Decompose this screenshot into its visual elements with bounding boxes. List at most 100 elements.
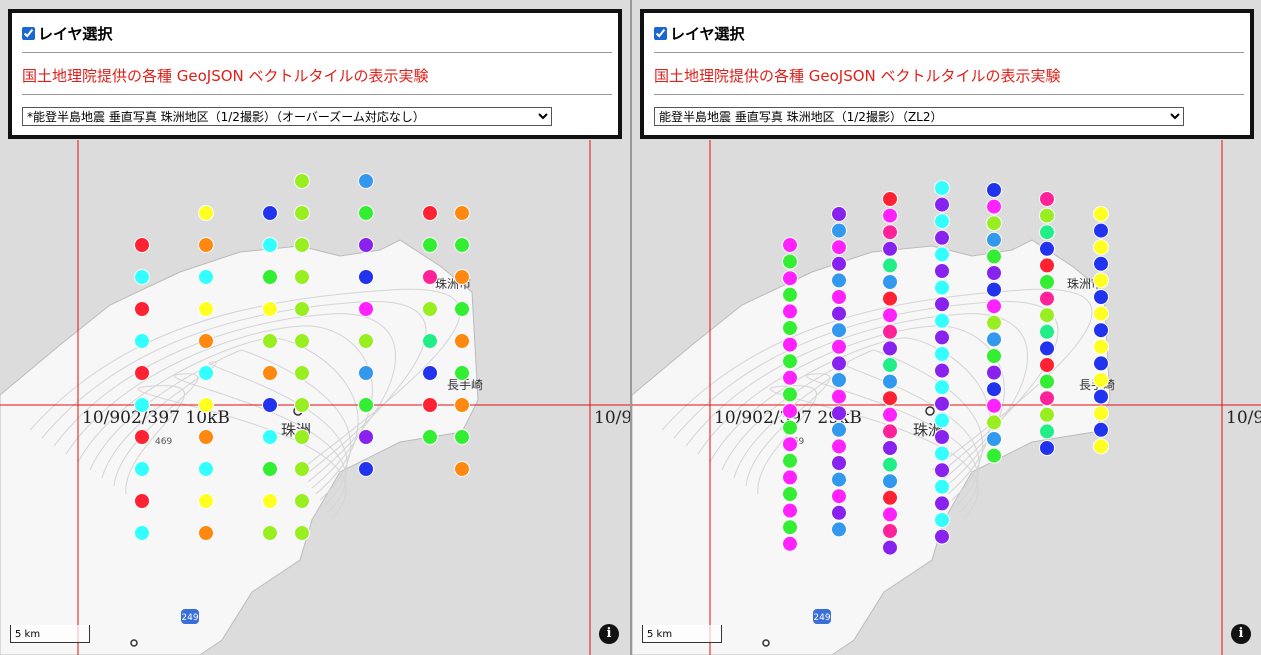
feature-point	[262, 301, 278, 317]
feature-point	[1093, 272, 1109, 289]
feature-point	[1039, 440, 1055, 456]
contour	[661, 288, 1093, 471]
feature-point	[1039, 274, 1055, 290]
feature-point	[1093, 222, 1109, 239]
feature-point	[134, 365, 150, 381]
feature-point	[1039, 240, 1055, 257]
feature-point	[831, 471, 847, 488]
feature-point	[198, 525, 214, 541]
layer-title[interactable]: レイヤ選択	[654, 23, 745, 44]
feature-point	[454, 429, 470, 445]
feature-point	[358, 205, 374, 221]
feature-point	[782, 353, 798, 370]
feature-point	[262, 269, 278, 285]
feature-point	[1093, 405, 1109, 422]
scale-bar: 5 km	[642, 625, 722, 643]
feature-point	[882, 257, 898, 274]
feature-point	[1039, 307, 1055, 324]
feature-point	[831, 488, 847, 505]
feature-point	[422, 237, 438, 253]
feature-point	[782, 535, 798, 552]
feature-point	[934, 296, 950, 313]
feature-point	[454, 301, 470, 317]
town-symbol	[130, 639, 138, 647]
feature-point	[934, 495, 950, 512]
feature-point	[454, 269, 470, 285]
feature-point	[294, 397, 310, 413]
feature-point	[934, 528, 950, 545]
feature-point	[262, 237, 278, 253]
feature-point	[782, 237, 798, 253]
feature-point	[134, 269, 150, 285]
road-shield	[181, 609, 199, 624]
feature-point	[294, 237, 310, 253]
feature-point	[294, 525, 310, 541]
feature-point	[1039, 224, 1055, 241]
feature-point	[134, 429, 150, 445]
feature-point	[262, 429, 278, 445]
tile-label: 10/9	[1226, 408, 1261, 428]
feature-point	[1039, 373, 1055, 390]
feature-point	[831, 455, 847, 471]
contour	[721, 349, 984, 501]
feature-point	[134, 525, 150, 541]
city-symbol	[925, 406, 935, 416]
layer-title-text: レイヤ選択	[38, 25, 113, 43]
feature-point	[294, 493, 310, 509]
feature-point	[782, 436, 798, 453]
feature-point	[358, 333, 374, 349]
contour	[125, 385, 347, 519]
feature-point	[294, 205, 310, 221]
feature-point	[934, 246, 950, 263]
feature-point	[934, 196, 950, 213]
feature-point	[882, 357, 898, 373]
layer-title[interactable]: レイヤ選択	[22, 23, 113, 44]
feature-point	[294, 301, 310, 317]
feature-point	[1093, 255, 1109, 272]
feature-point	[782, 502, 798, 519]
feature-point	[454, 205, 470, 221]
feature-point	[454, 333, 470, 349]
feature-point	[882, 406, 898, 423]
feature-point	[986, 414, 1002, 431]
feature-point	[782, 519, 798, 536]
contour	[101, 361, 348, 507]
feature-point	[986, 364, 1002, 381]
feature-point	[294, 333, 310, 349]
feature-point	[1093, 322, 1109, 339]
layer-checkbox[interactable]	[654, 27, 667, 40]
info-button[interactable]: i	[1231, 624, 1251, 644]
feature-point	[198, 269, 214, 285]
feature-point	[882, 440, 898, 456]
layer-select[interactable]: 能登半島地震 垂直写真 珠洲地区（1/2撮影）（ZL2）	[654, 107, 1184, 126]
feature-point	[422, 269, 438, 285]
feature-point	[1093, 289, 1109, 305]
feature-point	[1093, 305, 1109, 322]
contour	[41, 301, 427, 477]
feature-point	[1039, 207, 1055, 224]
feature-point	[1039, 390, 1055, 407]
feature-point	[934, 263, 950, 279]
feature-point	[882, 307, 898, 324]
feature-point	[454, 461, 470, 477]
feature-point	[262, 397, 278, 413]
feature-point	[134, 237, 150, 253]
feature-point	[454, 397, 470, 413]
feature-point	[934, 180, 950, 196]
feature-point	[262, 333, 278, 349]
feature-point	[986, 182, 1002, 198]
layer-checkbox[interactable]	[22, 27, 35, 40]
land	[632, 239, 1111, 655]
feature-point	[934, 512, 950, 528]
separator	[654, 94, 1244, 95]
layer-select[interactable]: *能登半島地震 垂直写真 珠洲地区（1/2撮影）（オーバーズーム対応なし）	[22, 107, 552, 126]
feature-point	[198, 237, 214, 253]
info-button[interactable]: i	[599, 624, 619, 644]
feature-point	[986, 248, 1002, 265]
feature-point	[831, 372, 847, 388]
feature-point	[1039, 323, 1055, 340]
feature-point	[782, 369, 798, 386]
feature-point	[882, 224, 898, 241]
